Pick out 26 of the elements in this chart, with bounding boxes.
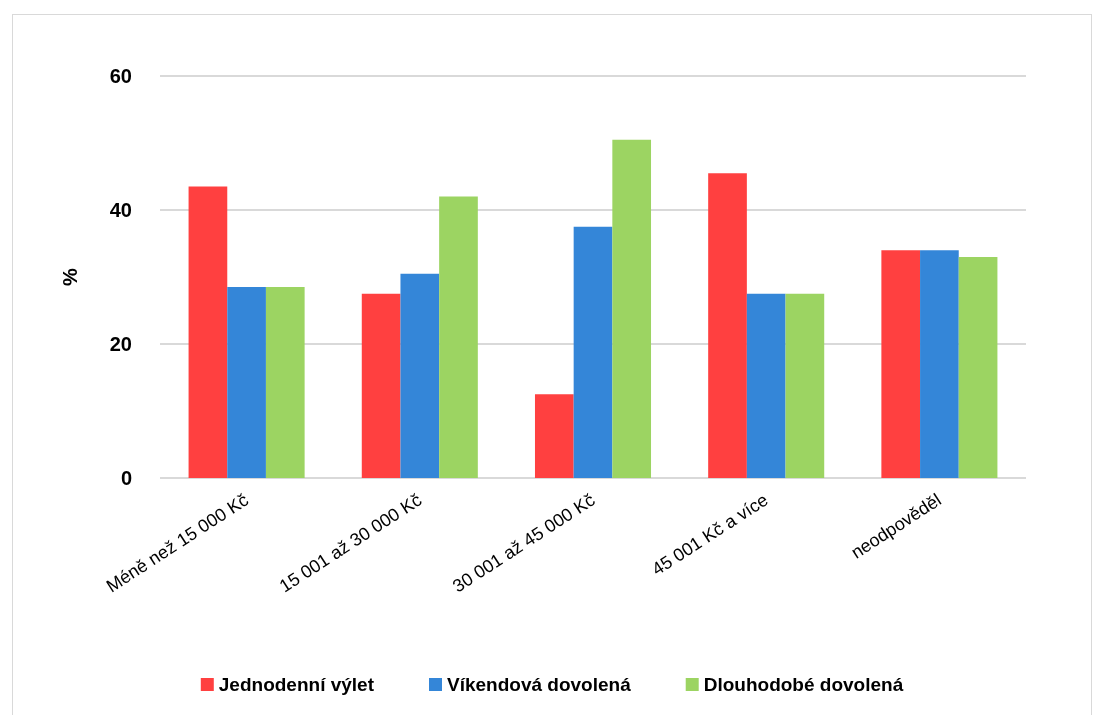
bar <box>573 226 613 478</box>
y-tick-label: 60 <box>109 65 132 87</box>
bar <box>188 186 228 478</box>
x-tick-label: 45 001 Kč a více <box>648 489 772 580</box>
bar <box>708 173 747 478</box>
bar <box>920 250 959 478</box>
bar <box>958 256 998 478</box>
legend-label: Víkendová dovolená <box>447 674 632 695</box>
x-tick-label: 30 001 až 45 000 Kč <box>449 489 599 597</box>
bar <box>534 394 574 478</box>
bar <box>400 273 440 478</box>
y-axis-title: % <box>59 267 81 286</box>
y-tick-label: 40 <box>109 199 132 221</box>
bar <box>785 293 825 478</box>
bar <box>612 139 652 478</box>
legend-label: Dlouhodobé dovolená <box>703 674 904 695</box>
bar <box>881 250 921 478</box>
bar <box>361 293 401 478</box>
y-tick-label: 20 <box>109 333 132 355</box>
y-tick-label: 0 <box>120 467 132 489</box>
legend-label: Jednodenní výlet <box>218 674 375 695</box>
bar <box>439 196 478 478</box>
bar <box>265 287 305 478</box>
x-tick-label: 15 001 až 30 000 Kč <box>275 489 426 597</box>
bar <box>746 293 786 478</box>
bar <box>227 287 266 478</box>
